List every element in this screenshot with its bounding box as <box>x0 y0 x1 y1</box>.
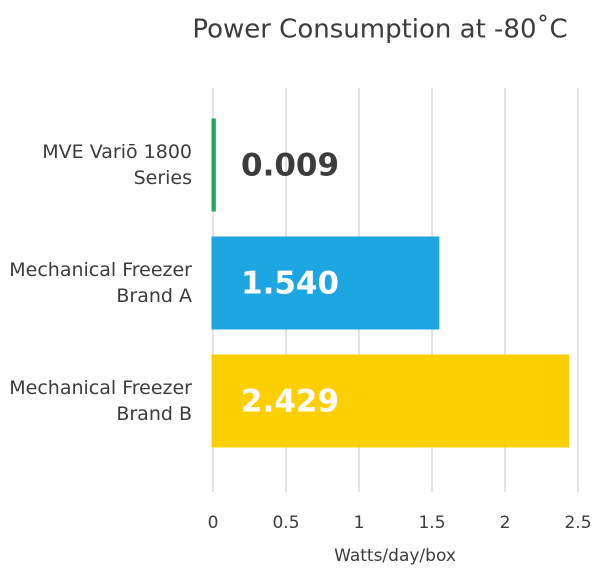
y-tick-label: MVE Variō 1800 Series <box>42 141 192 189</box>
bar <box>211 354 570 448</box>
x-tick-label: 2.5 <box>564 513 591 533</box>
x-tick-label: 0.5 <box>272 513 299 533</box>
value-label: 0.009 <box>241 148 339 184</box>
x-tick-label: 1.5 <box>418 513 445 533</box>
x-tick-label: 2 <box>500 513 511 533</box>
value-label: 2.429 <box>241 384 339 420</box>
value-label: 1.540 <box>241 266 339 302</box>
y-tick-label: Mechanical Freezer Brand A <box>9 259 192 307</box>
chart-title: Power Consumption at -80˚C <box>192 15 567 45</box>
x-tick-label: 1 <box>354 513 365 533</box>
x-tick-label: 0 <box>208 513 219 533</box>
y-tick-label: Mechanical Freezer Brand B <box>9 377 192 425</box>
x-axis-label: Watts/day/box <box>334 546 456 566</box>
bar <box>211 236 440 330</box>
bar <box>211 118 216 212</box>
